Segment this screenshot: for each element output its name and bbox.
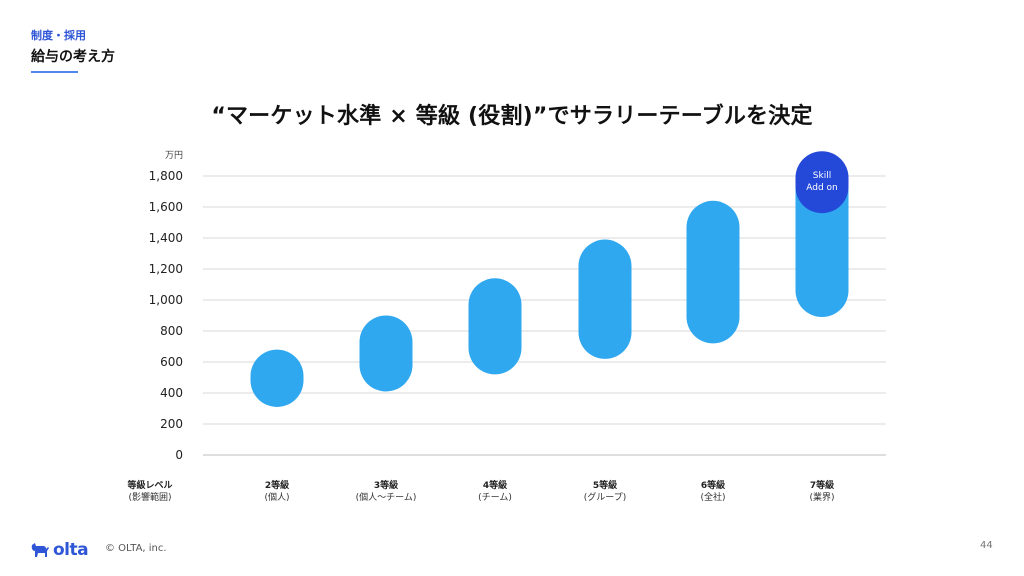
y-tick-label: 800	[160, 324, 183, 338]
skill-add-on-label: Add on	[806, 183, 838, 193]
x-tick-label: 2等級	[265, 479, 289, 491]
y-tick-label: 1,800	[149, 169, 183, 183]
x-tick-sublabel: (業界)	[809, 491, 834, 503]
x-tick-label: 5等級	[593, 479, 617, 491]
y-tick-label: 0	[175, 448, 183, 462]
chart-title: “マーケット水準 × 等級 (役割)”でサラリーテーブルを決定	[211, 104, 813, 129]
x-axis-header-label: 等級レベル	[126, 479, 172, 491]
salary-range-bar	[468, 278, 522, 375]
page-number: 44	[980, 540, 993, 551]
x-tick-sublabel: (グループ)	[584, 491, 626, 503]
y-tick-label: 200	[160, 417, 183, 431]
skill-add-on-bubble	[795, 151, 849, 214]
y-tick-label: 1,000	[149, 293, 183, 307]
salary-range-bar	[686, 200, 740, 344]
y-tick-label: 400	[160, 386, 183, 400]
company-logo: olta	[30, 540, 89, 560]
salary-range-bar	[359, 315, 413, 392]
x-tick-label: 7等級	[810, 479, 834, 491]
title-underline	[31, 71, 78, 73]
y-tick-label: 600	[160, 355, 183, 369]
x-tick-sublabel: (全社)	[700, 491, 725, 503]
logo-text: olta	[53, 540, 89, 560]
section-title: 給与の考え方	[31, 49, 115, 65]
y-tick-label: 1,400	[149, 231, 183, 245]
x-tick-sublabel: (個人)	[264, 491, 289, 503]
dog-icon	[31, 543, 49, 557]
copyright: © OLTA, inc.	[105, 543, 167, 554]
y-tick-label: 1,200	[149, 262, 183, 276]
x-tick-sublabel: (個人〜チーム)	[356, 491, 417, 503]
y-axis-unit-label: 万円	[165, 150, 183, 161]
salary-range-bar	[578, 239, 632, 359]
x-tick-label: 4等級	[483, 479, 507, 491]
salary-range-bar	[250, 349, 304, 407]
x-tick-label: 6等級	[701, 479, 725, 491]
skill-add-on-label: Skill	[813, 171, 831, 181]
x-tick-sublabel: (チーム)	[478, 492, 512, 503]
x-tick-label: 3等級	[374, 479, 398, 491]
x-axis-header-sublabel: (影響範囲)	[128, 491, 171, 503]
y-tick-label: 1,600	[149, 200, 183, 214]
breadcrumb: 制度・採用	[31, 29, 86, 42]
